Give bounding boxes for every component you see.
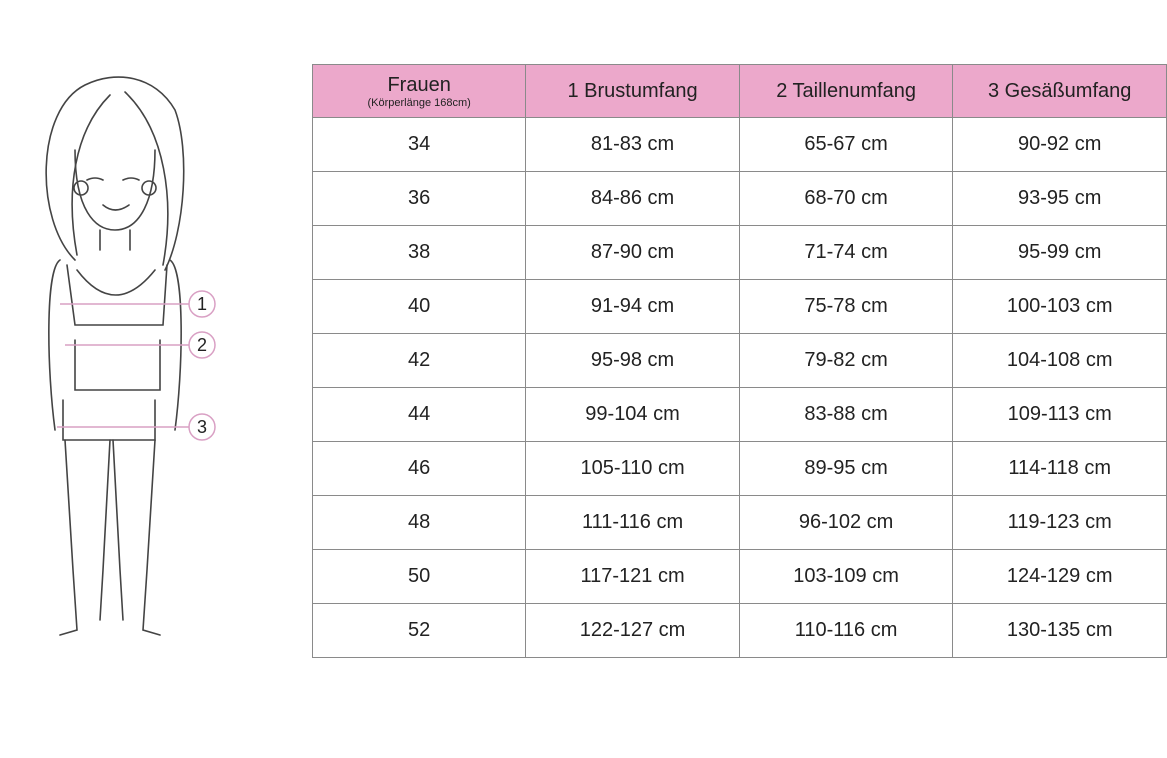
header-size: Frauen (Körperlänge 168cm) — [311, 64, 527, 118]
table-row: 42 95-98 cm 79-82 cm 104-108 cm — [311, 333, 1167, 388]
cell-hip: 104-108 cm — [952, 333, 1167, 388]
marker-label-1: 1 — [197, 294, 207, 314]
cell-size: 34 — [311, 117, 527, 172]
cell-waist: 79-82 cm — [738, 333, 954, 388]
marker-label-3: 3 — [197, 417, 207, 437]
table-row: 40 91-94 cm 75-78 cm 100-103 cm — [311, 279, 1167, 334]
cell-waist: 75-78 cm — [738, 279, 954, 334]
cell-hip: 93-95 cm — [952, 171, 1167, 226]
cell-waist: 110-116 cm — [738, 603, 954, 658]
table-row: 50 117-121 cm 103-109 cm 124-129 cm — [311, 549, 1167, 604]
marker-label-2: 2 — [197, 335, 207, 355]
table-row: 38 87-90 cm 71-74 cm 95-99 cm — [311, 225, 1167, 280]
cell-chest: 91-94 cm — [525, 279, 740, 334]
cell-chest: 122-127 cm — [525, 603, 740, 658]
table-row: 52 122-127 cm 110-116 cm 130-135 cm — [311, 603, 1167, 658]
header-waist: 2 Taillenumfang — [738, 64, 954, 118]
cell-size: 36 — [311, 171, 527, 226]
cell-waist: 103-109 cm — [738, 549, 954, 604]
cell-chest: 105-110 cm — [525, 441, 740, 496]
table-row: 34 81-83 cm 65-67 cm 90-92 cm — [311, 117, 1167, 172]
cell-waist: 65-67 cm — [738, 117, 954, 172]
cell-waist: 96-102 cm — [738, 495, 954, 550]
cell-chest: 99-104 cm — [525, 387, 740, 442]
cell-hip: 119-123 cm — [952, 495, 1167, 550]
cell-size: 52 — [311, 603, 527, 658]
header-row: Frauen (Körperlänge 168cm) 1 Brustumfang… — [311, 64, 1167, 118]
header-size-subtitle: (Körperlänge 168cm) — [367, 96, 471, 109]
cell-chest: 84-86 cm — [525, 171, 740, 226]
cell-hip: 130-135 cm — [952, 603, 1167, 658]
table-row: 48 111-116 cm 96-102 cm 119-123 cm — [311, 495, 1167, 550]
cell-chest: 111-116 cm — [525, 495, 740, 550]
cell-waist: 71-74 cm — [738, 225, 954, 280]
size-chart-table: Frauen (Körperlänge 168cm) 1 Brustumfang… — [311, 64, 1167, 658]
cell-size: 42 — [311, 333, 527, 388]
cell-hip: 95-99 cm — [952, 225, 1167, 280]
cell-size: 40 — [311, 279, 527, 334]
cell-chest: 117-121 cm — [525, 549, 740, 604]
cell-size: 50 — [311, 549, 527, 604]
cell-hip: 109-113 cm — [952, 387, 1167, 442]
header-chest: 1 Brustumfang — [525, 64, 740, 118]
marker-1 — [188, 290, 216, 318]
cell-size: 48 — [311, 495, 527, 550]
table-row: 44 99-104 cm 83-88 cm 109-113 cm — [311, 387, 1167, 442]
cell-size: 46 — [311, 441, 527, 496]
cell-hip: 90-92 cm — [952, 117, 1167, 172]
table-row: 46 105-110 cm 89-95 cm 114-118 cm — [311, 441, 1167, 496]
cell-chest: 95-98 cm — [525, 333, 740, 388]
table-row: 36 84-86 cm 68-70 cm 93-95 cm — [311, 171, 1167, 226]
header-size-title: Frauen — [387, 73, 451, 96]
cell-size: 38 — [311, 225, 527, 280]
marker-2 — [188, 331, 216, 359]
cell-waist: 83-88 cm — [738, 387, 954, 442]
cell-waist: 68-70 cm — [738, 171, 954, 226]
cell-chest: 87-90 cm — [525, 225, 740, 280]
cell-hip: 114-118 cm — [952, 441, 1167, 496]
cell-chest: 81-83 cm — [525, 117, 740, 172]
header-hip: 3 Gesäßumfang — [952, 64, 1167, 118]
cell-hip: 124-129 cm — [952, 549, 1167, 604]
cell-waist: 89-95 cm — [738, 441, 954, 496]
cell-hip: 100-103 cm — [952, 279, 1167, 334]
marker-3 — [188, 413, 216, 441]
cell-size: 44 — [311, 387, 527, 442]
body-measurement-illustration: 1 2 3 — [45, 76, 216, 636]
